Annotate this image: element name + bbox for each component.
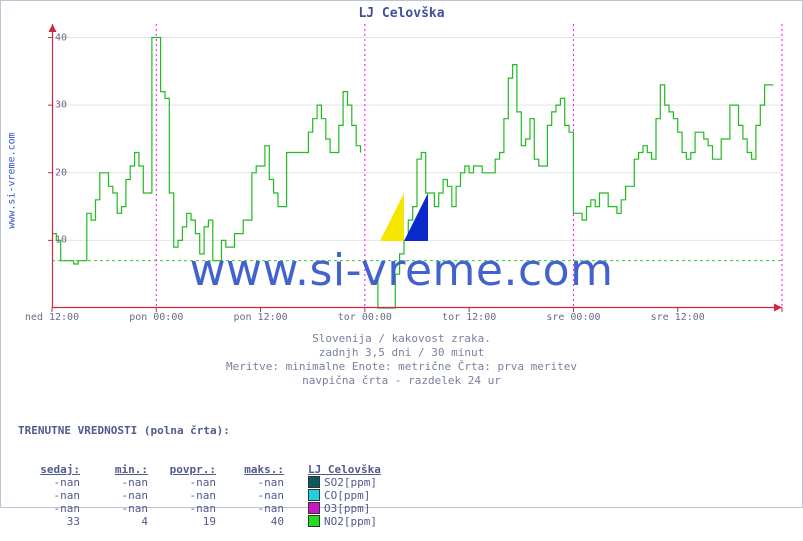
legend-label: O3[ppm] — [324, 502, 370, 515]
stats-col-header: sedaj: — [18, 463, 86, 476]
stats-cell: 19 — [154, 515, 222, 528]
stats-col-header: min.: — [86, 463, 154, 476]
stats-cell: 4 — [86, 515, 154, 528]
stats-cell: -nan — [18, 502, 86, 515]
y-tick-label: 20 — [27, 167, 67, 178]
legend-entry: O3[ppm] — [290, 502, 387, 515]
stats-cell: -nan — [154, 502, 222, 515]
x-tick-label: sre 12:00 — [651, 312, 705, 323]
stats-col-header: povpr.: — [154, 463, 222, 476]
x-tick-label: tor 12:00 — [442, 312, 496, 323]
y-axis-label: www.si-vreme.com — [7, 132, 18, 228]
legend-swatch — [308, 476, 320, 488]
stats-cell: -nan — [86, 489, 154, 502]
chart-svg — [52, 24, 782, 308]
caption-line: Slovenija / kakovost zraka. — [0, 332, 803, 345]
stats-cell: -nan — [222, 502, 290, 515]
chart-plot-area — [52, 24, 782, 308]
y-axis-label-container: www.si-vreme.com — [4, 40, 20, 320]
stats-cell: -nan — [86, 502, 154, 515]
stats-cell: -nan — [222, 476, 290, 489]
legend-label: NO2[ppm] — [324, 515, 377, 528]
stats-cell: -nan — [86, 476, 154, 489]
legend-entry: CO[ppm] — [290, 489, 387, 502]
caption-line: navpična črta - razdelek 24 ur — [0, 374, 803, 387]
legend-entry: SO2[ppm] — [290, 476, 387, 489]
watermark-logo — [380, 193, 428, 241]
x-tick-label: ned 12:00 — [25, 312, 79, 323]
stats-cell: -nan — [154, 489, 222, 502]
stats-cell: -nan — [154, 476, 222, 489]
legend-label: CO[ppm] — [324, 489, 370, 502]
stats-cell: -nan — [222, 489, 290, 502]
stats-header: TRENUTNE VREDNOSTI (polna črta): — [18, 424, 387, 437]
stats-cell: -nan — [18, 489, 86, 502]
caption-line: Meritve: minimalne Enote: metrične Črta:… — [0, 360, 803, 373]
legend-swatch — [308, 489, 320, 501]
stats-cell: 40 — [222, 515, 290, 528]
table-row: -nan-nan-nan-nanSO2[ppm] — [18, 476, 387, 489]
stats-cell: -nan — [18, 476, 86, 489]
legend-title: LJ Celovška — [290, 463, 387, 476]
x-tick-label: pon 12:00 — [233, 312, 287, 323]
y-tick-label: 40 — [27, 32, 67, 43]
x-tick-label: pon 00:00 — [129, 312, 183, 323]
table-row: -nan-nan-nan-nanCO[ppm] — [18, 489, 387, 502]
legend-swatch — [308, 502, 320, 514]
table-row: 3341940 NO2[ppm] — [18, 515, 387, 528]
stats-rows: sedaj:min.:povpr.:maks.:LJ Celovška-nan-… — [18, 463, 387, 528]
x-tick-label: tor 00:00 — [338, 312, 392, 323]
x-tick-label: sre 00:00 — [546, 312, 600, 323]
stats-table: TRENUTNE VREDNOSTI (polna črta): sedaj:m… — [18, 398, 387, 541]
table-row: -nan-nan-nan-nanO3[ppm] — [18, 502, 387, 515]
stats-col-header: maks.: — [222, 463, 290, 476]
stats-cell: 33 — [18, 515, 86, 528]
legend-label: SO2[ppm] — [324, 476, 377, 489]
chart-title: LJ Celovška — [0, 6, 803, 21]
legend-entry: NO2[ppm] — [290, 515, 387, 528]
legend-swatch — [308, 515, 320, 527]
y-tick-label: 30 — [27, 100, 67, 111]
y-tick-label: 10 — [27, 235, 67, 246]
caption-line: zadnjh 3,5 dni / 30 minut — [0, 346, 803, 359]
